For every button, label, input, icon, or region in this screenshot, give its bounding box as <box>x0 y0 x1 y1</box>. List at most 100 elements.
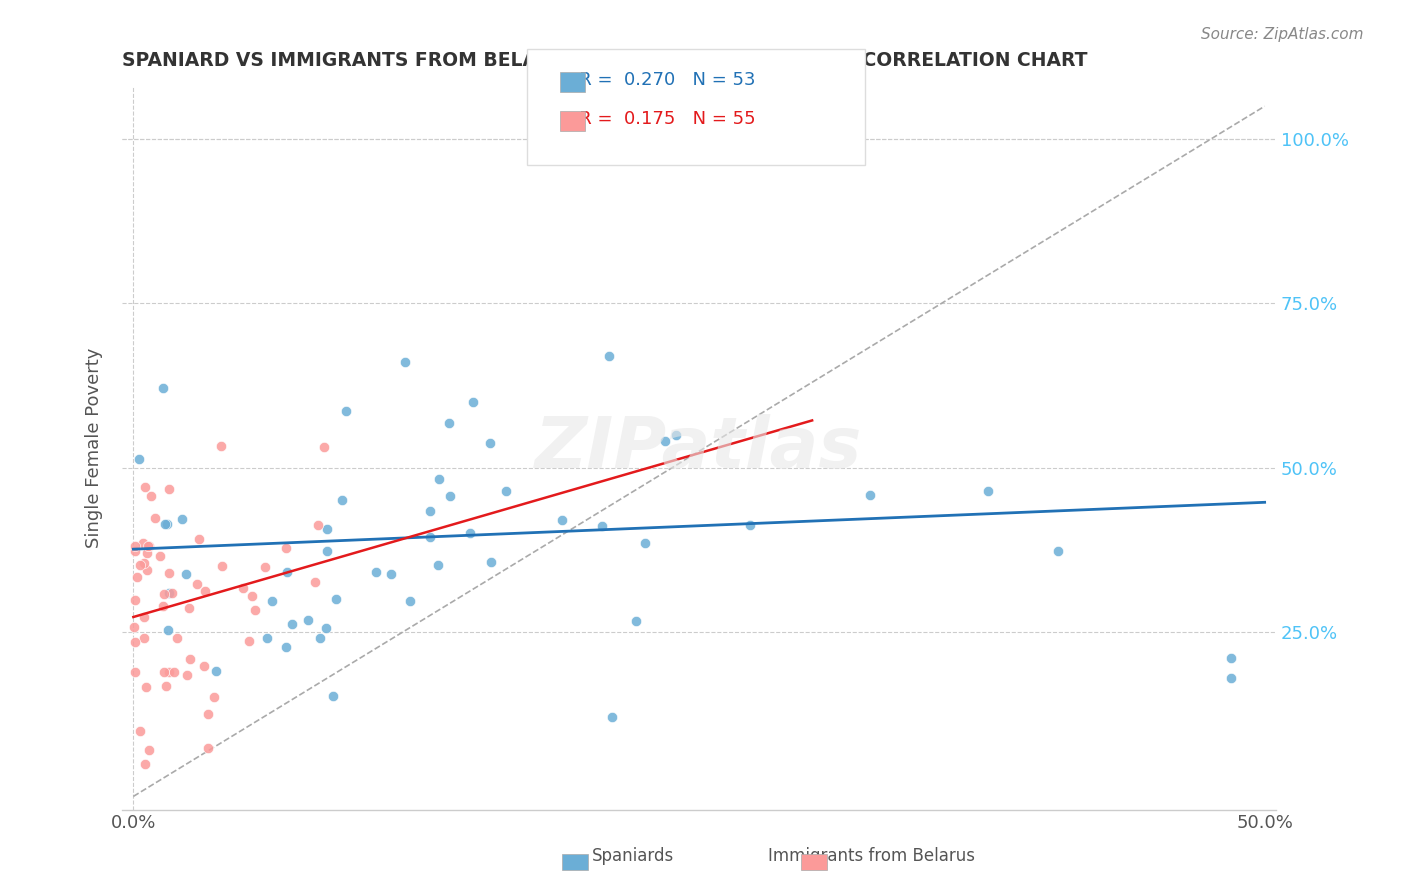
Point <box>232 581 254 595</box>
Point <box>304 575 326 590</box>
Point <box>129 723 152 738</box>
Point <box>157 586 180 600</box>
Point <box>335 404 357 418</box>
Point <box>157 566 180 581</box>
Point <box>419 530 441 544</box>
Point <box>134 480 156 494</box>
Point <box>122 620 145 634</box>
Text: R =  0.175   N = 55: R = 0.175 N = 55 <box>562 110 756 128</box>
Point <box>439 489 461 503</box>
Point <box>204 665 226 679</box>
Text: Immigrants from Belarus: Immigrants from Belarus <box>768 847 976 865</box>
Point <box>1219 651 1241 665</box>
Point <box>665 428 688 442</box>
Text: Spaniards: Spaniards <box>592 847 673 865</box>
Point <box>598 349 620 363</box>
Point <box>274 640 297 654</box>
Point <box>394 355 416 369</box>
Point <box>125 570 148 584</box>
Point <box>859 488 882 502</box>
Point <box>153 665 176 679</box>
Point <box>427 558 450 572</box>
Text: SPANIARD VS IMMIGRANTS FROM BELARUS SINGLE FEMALE POVERTY CORRELATION CHART: SPANIARD VS IMMIGRANTS FROM BELARUS SING… <box>122 51 1088 70</box>
Point <box>1046 544 1069 558</box>
Point <box>591 518 613 533</box>
Point <box>209 439 232 453</box>
Point <box>238 634 260 648</box>
Point <box>152 381 174 395</box>
Point <box>654 434 676 448</box>
Point <box>179 652 201 666</box>
Point <box>157 665 180 679</box>
Point <box>330 492 353 507</box>
Text: R =  0.270   N = 53: R = 0.270 N = 53 <box>562 71 756 89</box>
Point <box>297 613 319 627</box>
Point <box>134 756 156 771</box>
Point <box>153 587 176 601</box>
Point <box>211 559 233 574</box>
Point <box>138 743 160 757</box>
Point <box>124 665 146 680</box>
Point <box>149 549 172 564</box>
Point <box>427 472 450 486</box>
Point <box>152 599 174 613</box>
Point <box>141 489 163 503</box>
Point <box>157 482 180 496</box>
Point <box>461 395 484 409</box>
Point <box>153 516 176 531</box>
Point <box>315 621 337 635</box>
Point <box>132 609 155 624</box>
Point <box>145 511 167 525</box>
Point <box>478 435 501 450</box>
Point <box>634 536 657 550</box>
Point <box>600 709 623 723</box>
Point <box>194 584 217 599</box>
Point <box>138 539 160 553</box>
Point <box>193 659 215 673</box>
Point <box>253 560 276 574</box>
Point <box>197 707 219 722</box>
Text: ZIPatlas: ZIPatlas <box>536 414 863 483</box>
Point <box>179 600 201 615</box>
Point <box>155 679 177 693</box>
Point <box>458 526 481 541</box>
Point <box>135 680 157 694</box>
Point <box>315 522 337 536</box>
Y-axis label: Single Female Poverty: Single Female Poverty <box>86 348 103 549</box>
Point <box>129 558 152 573</box>
Point <box>135 545 157 559</box>
Point <box>240 589 263 603</box>
Point <box>124 539 146 553</box>
Point <box>315 544 337 558</box>
Point <box>846 132 869 146</box>
Point <box>281 617 304 632</box>
Point <box>134 632 156 646</box>
Point <box>124 592 146 607</box>
Point <box>551 513 574 527</box>
Point <box>245 602 267 616</box>
Point <box>738 518 761 533</box>
Point <box>166 632 188 646</box>
Point <box>124 635 146 649</box>
Point <box>309 632 332 646</box>
Point <box>136 540 159 554</box>
Point <box>202 690 225 705</box>
Point <box>1219 671 1241 685</box>
Point <box>380 566 402 581</box>
Point <box>132 536 155 550</box>
Point <box>399 594 422 608</box>
Point <box>495 484 517 499</box>
Point <box>162 585 184 599</box>
Point <box>174 566 197 581</box>
Point <box>132 556 155 570</box>
Point <box>479 555 502 569</box>
Point <box>322 690 344 704</box>
Point <box>156 516 179 531</box>
Point <box>276 565 298 579</box>
Point <box>172 511 194 525</box>
Point <box>128 451 150 466</box>
Point <box>136 563 159 577</box>
Point <box>197 741 219 756</box>
Point <box>262 594 284 608</box>
Point <box>325 591 347 606</box>
